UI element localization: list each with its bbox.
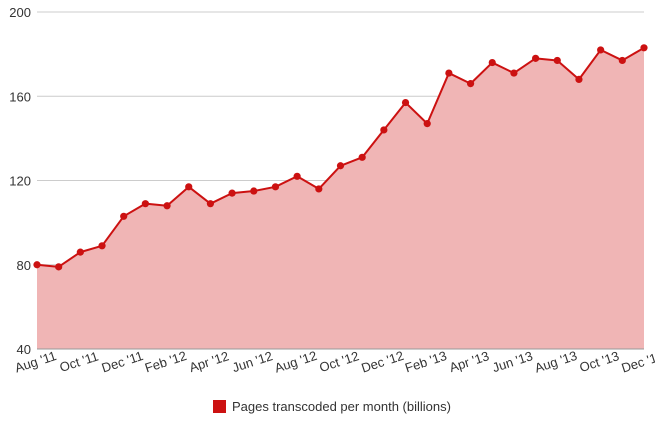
data-point (358, 153, 366, 161)
data-point (228, 189, 236, 197)
data-point (466, 80, 475, 88)
data-point (271, 183, 280, 191)
data-point (488, 58, 496, 67)
y-axis: 40 80 120 160 200 (9, 5, 31, 357)
x-tick-label: Dec '11 (100, 348, 145, 375)
x-tick-label: Jun '13 (490, 348, 534, 375)
data-point (55, 263, 63, 271)
x-tick-label: Aug '12 (273, 348, 319, 376)
data-point (510, 69, 518, 77)
series-area (37, 47, 644, 350)
x-tick-label: Feb '13 (403, 348, 449, 376)
y-tick-label: 80 (17, 258, 31, 273)
data-point (76, 248, 84, 256)
plot-area (37, 47, 644, 350)
x-tick-label: Aug '13 (533, 348, 579, 376)
y-tick-label: 40 (17, 342, 31, 357)
data-point (553, 56, 561, 65)
x-tick-label: Dec '12 (359, 348, 405, 376)
data-point (380, 126, 388, 134)
x-tick-label: Dec '13 (620, 348, 655, 376)
data-point (120, 212, 128, 220)
x-tick-label: Feb '12 (143, 348, 189, 376)
data-point (315, 185, 323, 193)
data-point (206, 200, 215, 208)
data-point (163, 202, 171, 210)
y-tick-label: 160 (9, 89, 31, 104)
data-point (293, 172, 301, 180)
legend-swatch (213, 400, 226, 413)
data-point (401, 98, 410, 107)
data-point (336, 162, 345, 170)
x-tick-label: Jun '12 (230, 348, 274, 375)
data-point (141, 200, 149, 208)
data-point (445, 69, 453, 77)
legend: Pages transcoded per month (billions) (213, 399, 451, 414)
data-point (98, 242, 106, 250)
y-tick-label: 200 (9, 5, 31, 20)
x-tick-label: Oct '11 (58, 348, 100, 375)
x-tick-label: Oct '13 (578, 348, 621, 375)
data-points (33, 44, 648, 271)
y-tick-label: 120 (9, 174, 31, 189)
legend-label: Pages transcoded per month (billions) (232, 399, 451, 414)
x-tick-label: Apr '13 (447, 348, 490, 375)
data-point (423, 120, 431, 128)
x-tick-label: Apr '12 (187, 348, 230, 375)
data-point (597, 46, 605, 54)
data-point (185, 183, 193, 191)
data-point (33, 261, 41, 269)
data-point (532, 54, 540, 62)
data-point (250, 187, 258, 195)
data-point (575, 75, 583, 83)
data-point (640, 44, 648, 52)
data-point (618, 56, 626, 65)
x-tick-label: Oct '12 (317, 348, 360, 375)
